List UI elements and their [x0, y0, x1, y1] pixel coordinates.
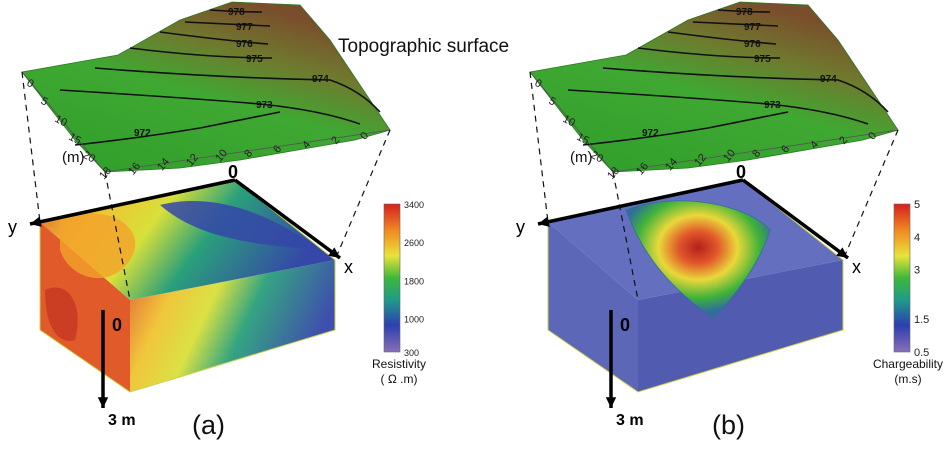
y-axis-arrow-head [30, 216, 42, 227]
contour-label-974: 974 [820, 74, 837, 85]
y-tick-20: 20 [589, 149, 605, 165]
colorbar-tick-3400: 3400 [404, 200, 424, 210]
contour-label-973: 973 [256, 100, 273, 111]
colorbar-tick-5: 5 [914, 199, 920, 211]
y-unit: (m) [62, 149, 85, 166]
high-resistivity-zone [45, 287, 78, 341]
panel-a-label: (a) [192, 410, 225, 440]
colorbar-tick-0.5: 0.5 [914, 347, 929, 359]
colorbar-a [383, 203, 401, 353]
contour-label-976: 976 [744, 39, 761, 50]
x-axis-arrow-head [836, 247, 848, 258]
contour-label-978: 978 [736, 7, 753, 18]
y-tick-5: 5 [547, 95, 558, 108]
contour-line-3 [667, 31, 777, 45]
chargeability-anomaly [625, 200, 771, 319]
colorbar-b-title: Chargeability (m.s) [866, 357, 950, 387]
origin-top-label: 0 [736, 162, 746, 182]
x-axis-label: x [344, 257, 353, 277]
colorbar-a-unit: ( Ω .m) [380, 372, 418, 386]
contour-line-4 [129, 47, 273, 59]
contour-label-972: 972 [642, 128, 659, 139]
y-tick-15: 15 [67, 131, 83, 147]
origin-mid-label: 0 [112, 315, 122, 335]
panel-b-label: (b) [712, 410, 745, 440]
contour-line-7 [74, 111, 281, 146]
depth-axis-arrow-head [97, 397, 109, 408]
colorbar-tick-300: 300 [404, 348, 419, 358]
colorbar-a-name: Resistivity [371, 357, 426, 371]
y-axis-label: y [516, 217, 525, 237]
contour-line-1 [209, 9, 263, 13]
contour-line-6 [567, 89, 869, 125]
contour-line-2 [184, 21, 271, 27]
contour-line-4 [637, 47, 781, 59]
contour-line-5 [602, 67, 889, 113]
colorbar-tick-1800: 1800 [404, 276, 424, 286]
y-tick-15: 15 [575, 131, 591, 147]
y-tick-10: 10 [53, 113, 69, 129]
y-axis-label: y [8, 217, 17, 237]
colorbar-tick-3: 3 [914, 265, 920, 277]
contour-line-5 [94, 67, 381, 113]
figure-title: Topographic surface [338, 36, 510, 57]
y-tick-10: 10 [561, 113, 577, 129]
colorbar-a-title: Resistivity ( Ω .m) [366, 357, 432, 387]
y-tick-0: 0 [533, 77, 544, 90]
contour-line-7 [582, 111, 789, 146]
contour-label-973: 973 [764, 100, 781, 111]
y-tick-0: 0 [25, 77, 36, 90]
projection-line-1 [529, 71, 549, 223]
colorbar-b-name: Chargeability [872, 357, 944, 371]
y-axis-arrow [29, 178, 236, 226]
origin-top-label: 0 [228, 162, 238, 182]
colorbar-b-unit: (m.s) [894, 372, 922, 386]
block-side-face [130, 260, 335, 392]
y-unit: (m) [570, 149, 593, 166]
contour-label-976: 976 [236, 39, 253, 50]
y-tick-20: 20 [81, 149, 97, 165]
y-axis-arrow [537, 178, 744, 226]
y-tick-5: 5 [39, 95, 50, 108]
contour-label-977: 977 [744, 22, 761, 33]
contour-label-975: 975 [246, 54, 263, 65]
colorbar-tick-1.5: 1.5 [914, 314, 929, 326]
y-axis-arrow-head [538, 216, 550, 227]
projection-line-3 [842, 129, 899, 261]
low-resistivity-zone [160, 201, 320, 250]
x-axis-label: x [852, 257, 861, 277]
x-axis-arrow [741, 178, 850, 260]
depth-label: 3 m [108, 412, 136, 429]
contour-label-978: 978 [228, 7, 245, 18]
contour-line-1 [717, 9, 771, 13]
colorbar-tick-2600: 2600 [404, 238, 424, 248]
x-axis-arrow [233, 178, 342, 260]
colorbar-tick-1000: 1000 [404, 315, 424, 325]
colorbar-b [893, 203, 911, 353]
contour-label-975: 975 [754, 54, 771, 65]
projection-line-1 [21, 71, 41, 223]
contour-line-2 [692, 21, 779, 27]
contour-line-3 [159, 31, 269, 45]
origin-mid-label: 0 [620, 315, 630, 335]
block-front-face [548, 222, 638, 392]
contour-label-972: 972 [134, 128, 151, 139]
colorbar-tick-4: 4 [914, 232, 920, 244]
contour-label-977: 977 [236, 22, 253, 33]
depth-axis-arrow-head [605, 397, 617, 408]
projection-line-3 [334, 129, 391, 261]
x-axis-arrow-head [328, 247, 340, 258]
depth-label: 3 m [616, 412, 644, 429]
block-front-face [40, 222, 130, 392]
contour-line-6 [59, 89, 361, 125]
contour-label-974: 974 [312, 74, 329, 85]
